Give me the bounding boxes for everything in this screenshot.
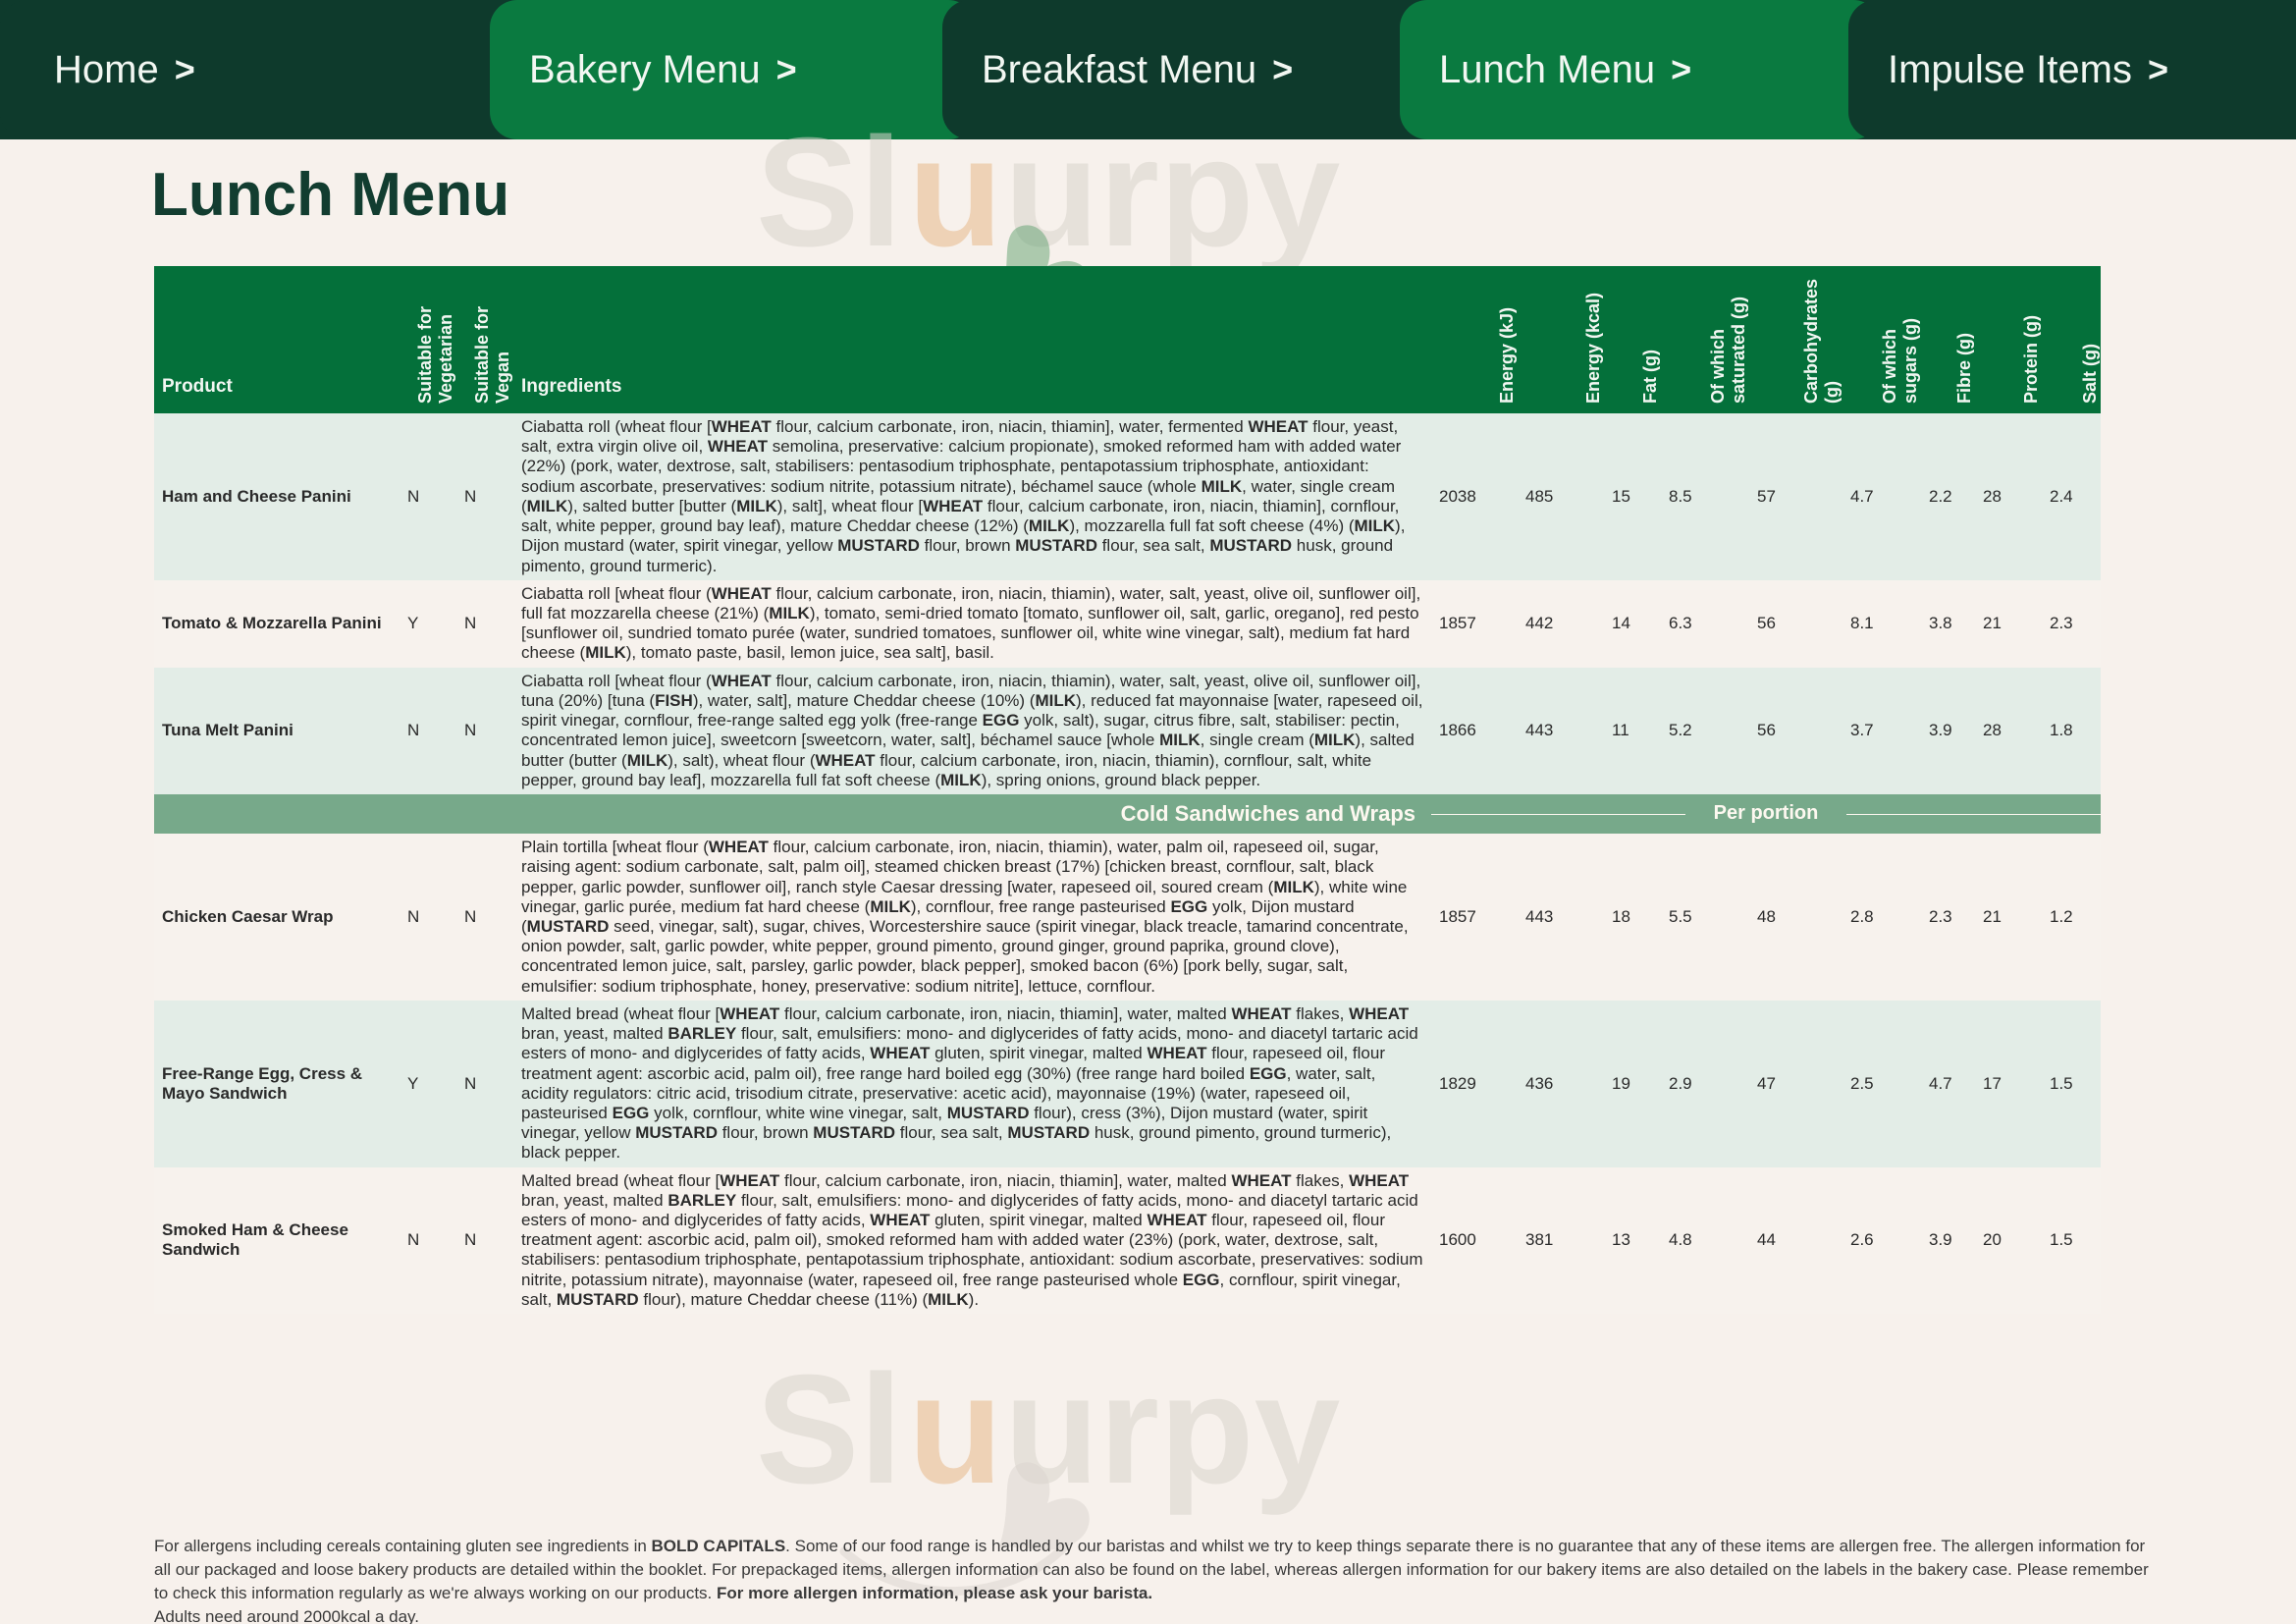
- svg-text:Sl: Sl: [756, 1343, 902, 1516]
- svg-text:urpy: urpy: [1004, 1343, 1341, 1516]
- svg-text:u: u: [908, 1343, 1003, 1516]
